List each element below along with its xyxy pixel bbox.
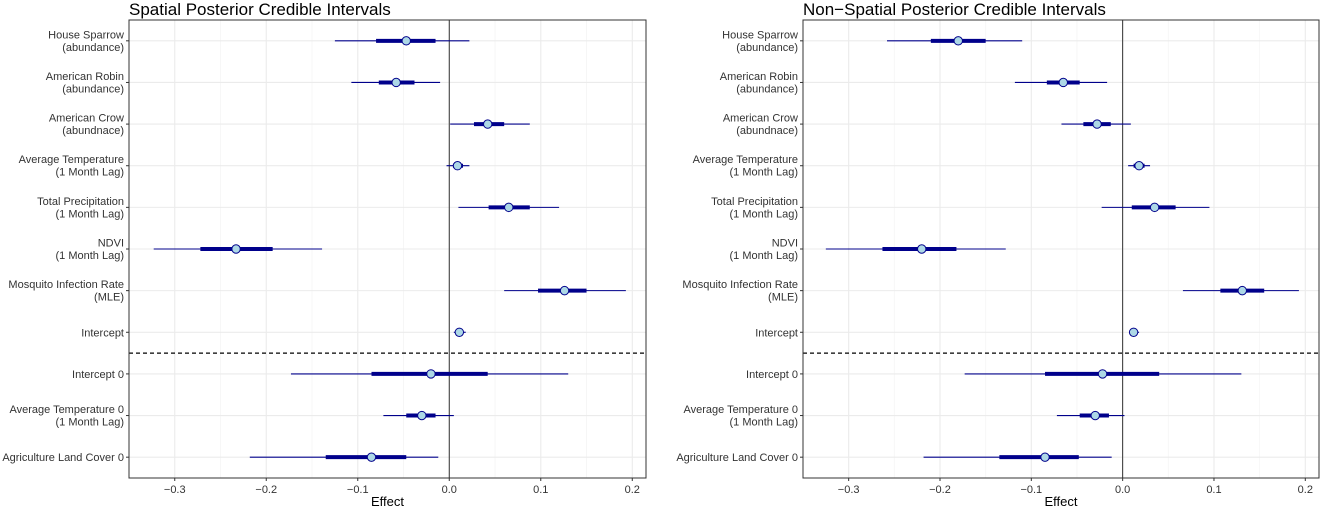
y-tick-label: Intercept (81, 327, 124, 339)
x-axis-title: Effect (371, 494, 404, 509)
x-tick-label: −0.3 (164, 484, 186, 496)
median-point (366, 452, 377, 462)
median-point (426, 369, 436, 379)
y-tick-label: Average Temperature 0 (1 Month Lag) (9, 404, 124, 429)
y-tick-label: Agriculture Land Cover 0 (2, 452, 124, 464)
chart-panel-2: Non−Spatial Posterior Credible Intervals… (676, 0, 1320, 509)
median-point (1058, 77, 1068, 88)
median-point (482, 119, 493, 129)
y-tick-label: Mosquito Infection Rate (MLE) (8, 279, 124, 304)
y-tick-label: NDVI (1 Month Lag) (730, 238, 798, 263)
y-tick-label: Agriculture Land Cover 0 (676, 452, 798, 464)
median-point (391, 77, 401, 88)
x-tick-label: −0.2 (929, 484, 951, 496)
x-tick-label: −0.1 (347, 484, 369, 496)
y-tick-label: American Crow (abundnace) (723, 113, 798, 138)
median-point (559, 285, 570, 296)
y-tick-label: NDVI (1 Month Lag) (56, 238, 124, 263)
median-point (417, 410, 427, 421)
median-point (1134, 161, 1144, 171)
y-tick-label: Average Temperature 0 (1 Month Lag) (683, 404, 798, 429)
median-point (953, 36, 963, 46)
x-tick-label: 0.0 (1115, 484, 1130, 496)
panel-border (128, 19, 647, 479)
median-point (231, 244, 241, 254)
x-tick-label: −0.3 (838, 484, 860, 496)
chart-title: Spatial Posterior Credible Intervals (129, 0, 391, 19)
chart-title: Non−Spatial Posterior Credible Intervals (803, 0, 1106, 19)
y-tick-label: Total Precipitation (1 Month Lag) (37, 196, 124, 221)
x-tick-label: −0.1 (1020, 484, 1042, 496)
x-tick-label: 0.0 (442, 484, 457, 496)
y-tick-label: Intercept (755, 327, 798, 339)
y-tick-label: House Sparrow (abundance) (48, 29, 124, 54)
y-tick-label: Intercept 0 (72, 369, 124, 381)
x-tick-label: 0.2 (1298, 484, 1313, 496)
median-point (452, 161, 463, 171)
median-point (917, 244, 927, 254)
median-point (504, 202, 514, 213)
y-tick-label: Average Temperature (1 Month Lag) (693, 154, 798, 179)
median-point (1040, 452, 1050, 462)
median-point (1149, 202, 1160, 213)
y-tick-label: American Robin (abundance) (720, 71, 798, 96)
chart-panel-1: Spatial Posterior Credible Intervals Hous… (2, 0, 647, 509)
x-tick-label: −0.2 (255, 484, 277, 496)
y-tick-label: American Robin (abundance) (46, 71, 124, 96)
median-point (1097, 369, 1108, 379)
y-tick-label: Average Temperature (1 Month Lag) (19, 154, 124, 179)
x-axis-title: Effect (1044, 494, 1077, 509)
median-point (1092, 119, 1102, 129)
median-point (1237, 285, 1247, 296)
median-point (1128, 327, 1139, 337)
y-tick-label: Mosquito Infection Rate (MLE) (682, 279, 798, 304)
x-tick-label: 0.1 (1206, 484, 1221, 496)
x-tick-label: 0.2 (625, 484, 640, 496)
median-point (401, 36, 411, 46)
median-point (454, 327, 465, 337)
y-tick-label: Total Precipitation (1 Month Lag) (711, 196, 798, 221)
x-tick-label: 0.1 (533, 484, 548, 496)
median-point (1090, 410, 1100, 421)
panel-border (802, 19, 1320, 479)
y-tick-label: Intercept 0 (746, 369, 798, 381)
y-tick-label: American Crow (abundnace) (49, 113, 124, 138)
y-tick-label: House Sparrow (abundance) (722, 29, 798, 54)
